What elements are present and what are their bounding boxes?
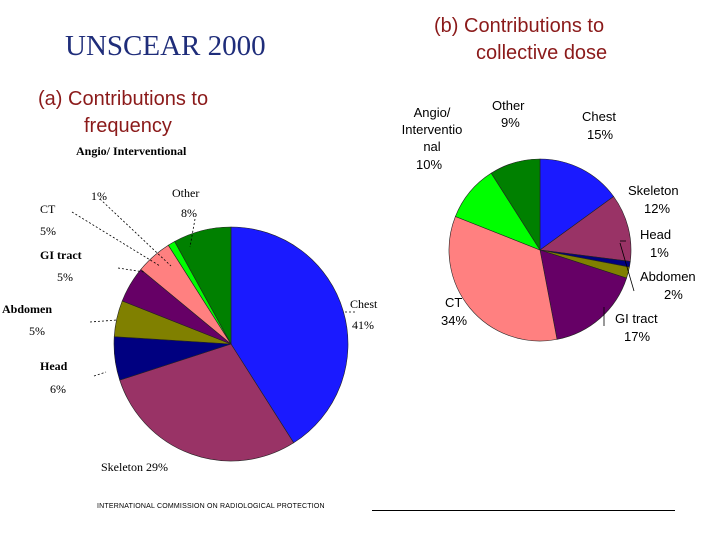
leader-lines-b	[603, 240, 635, 326]
label-a-skeleton: Skeleton 29%	[101, 458, 168, 476]
leader-abdomen-b	[619, 242, 635, 292]
label-a-head-pct: 6%	[50, 382, 66, 396]
label-a-head-name: Head	[40, 359, 68, 373]
main-title: UNSCEAR 2000	[65, 30, 266, 62]
label-a-skeleton-name: Skeleton	[101, 460, 143, 474]
label-a-abdomen-pct: 5%	[29, 324, 45, 338]
label-b-head-pct: 1%	[650, 245, 669, 260]
pie-a-slice-other	[174, 226, 232, 345]
leader-ct-a	[71, 211, 161, 267]
leader-gi-a	[117, 267, 145, 273]
chart-a-title-line1: (a) Contributions to	[38, 88, 209, 110]
label-b-other-name: Other	[492, 98, 525, 113]
label-b-gi-name: GI tract	[615, 311, 658, 326]
label-b-gi-pct: 17%	[624, 329, 651, 344]
label-b-skeleton-pct: 12%	[644, 201, 671, 216]
label-a-angio-name: Angio/ Interventional	[76, 144, 187, 158]
label-b-chest-name: Chest	[582, 109, 616, 124]
label-b-head-name: Head	[640, 227, 672, 242]
pie-b-slice-skeleton	[539, 196, 632, 262]
label-b-chest-pct: 15%	[587, 127, 614, 142]
label-a-ct-name: CT	[40, 202, 56, 216]
label-a-ct-pct: 5%	[40, 224, 56, 238]
label-a-chest-pct: 41%	[352, 318, 374, 332]
label-a-other-pct: 8%	[181, 206, 197, 220]
chart-b-title: (b) Contributions to collective dose	[434, 13, 607, 67]
pie-chart-b	[448, 158, 632, 342]
label-a-skeleton-pct: 29%	[146, 460, 168, 474]
label-a-gi-name: GI tract	[40, 248, 82, 262]
footer-rule	[372, 510, 675, 511]
leader-lines-a	[71, 198, 355, 377]
pie-chart-a	[113, 226, 349, 462]
label-b-abdomen-name: Abdomen	[640, 269, 696, 284]
label-b-skeleton-name: Skeleton	[628, 183, 679, 198]
chart-a-title-line2: frequency	[84, 115, 172, 137]
label-b-ct-name: CT	[445, 295, 463, 310]
pie-b-slice-gi-tract	[539, 249, 627, 340]
label-b-angio-name: Angio/ Interventio nal	[401, 105, 463, 154]
label-b-ct-pct: 34%	[441, 313, 468, 328]
pie-b-slice-chest	[539, 158, 615, 251]
label-a-angio-pct: 1%	[91, 189, 107, 203]
label-a-other-name: Other	[172, 186, 200, 200]
leader-abdomen-a	[89, 319, 118, 323]
label-a-gi-pct: 5%	[57, 270, 73, 284]
pie-b-slice-other	[490, 158, 541, 252]
chart-a-title: (a) Contributions to frequency	[38, 86, 208, 140]
label-a-abdomen-name: Abdomen	[2, 302, 53, 316]
label-b-angio-pct: 10%	[416, 157, 443, 172]
pie-a-slice-skeleton	[119, 343, 295, 462]
leader-angio-a	[99, 198, 172, 267]
chart-b-title-line1: (b) Contributions to	[434, 15, 605, 37]
footer-text: INTERNATIONAL COMMISSION ON RADIOLOGICAL…	[97, 503, 325, 510]
pie-a-slice-chest	[230, 226, 349, 444]
label-b-abdomen-pct: 2%	[664, 287, 683, 302]
leader-head-a	[93, 371, 107, 377]
chart-b-title-line2: collective dose	[476, 42, 608, 64]
label-a-chest-name: Chest	[350, 297, 378, 311]
label-b-other-pct: 9%	[501, 115, 520, 130]
leader-other-a	[189, 218, 196, 248]
pie-b-slice-ct	[448, 216, 558, 342]
